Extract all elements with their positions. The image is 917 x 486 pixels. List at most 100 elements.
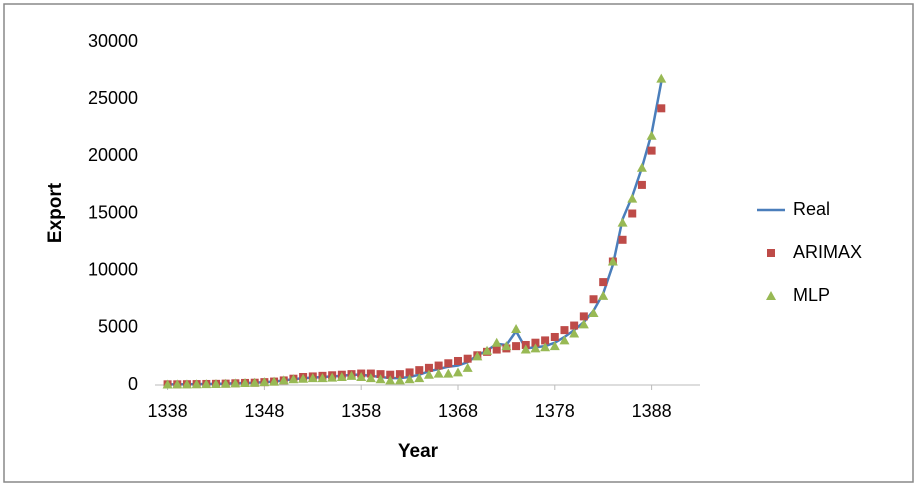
data-point [259,377,270,387]
legend-label: MLP [793,285,830,305]
data-point [307,373,318,383]
data-point [578,319,589,329]
data-point [443,368,454,378]
data-point [598,290,609,300]
data-point [385,375,396,385]
data-point [386,370,395,379]
data-point [394,375,405,385]
data-point [201,379,212,389]
data-point [511,323,522,333]
data-point [434,361,443,370]
data-point [181,379,192,389]
data-point [288,374,299,384]
data-point [375,374,386,384]
data-point [492,345,501,354]
data-point [482,345,493,355]
y-tick-label: 15000 [88,202,138,222]
series-line [167,81,663,386]
x-axis-title: Year [398,441,439,462]
data-point [415,366,424,375]
data-point [512,342,521,351]
data-point [647,146,656,155]
x-tick-label: 1338 [148,401,188,421]
legend-label: ARIMAX [793,242,862,262]
data-point [220,378,231,388]
data-point [570,321,579,330]
data-point [637,180,646,189]
y-tick-label: 10000 [88,259,138,279]
data-point [395,370,404,379]
data-point [579,312,588,321]
data-point [628,209,637,218]
data-point [327,372,338,382]
data-point [541,336,550,345]
data-point [501,341,512,351]
data-point [589,295,598,304]
data-point [405,368,414,377]
y-tick-label: 5000 [98,317,138,337]
data-point [627,193,638,203]
data-point [269,376,280,386]
legend-swatch [766,291,776,300]
y-tick-label: 30000 [88,31,138,51]
data-point [549,341,560,351]
data-point [569,328,580,338]
data-point [559,335,570,345]
data-point [491,337,502,347]
y-tick-label: 0 [128,374,138,394]
data-point [550,332,559,341]
data-point [424,363,433,372]
data-point [530,343,541,353]
data-point [191,379,202,389]
data-point [453,356,462,365]
data-point [336,371,347,381]
data-point [646,130,657,140]
data-point [588,307,599,317]
data-point [249,377,260,387]
data-point [607,256,618,266]
data-point [636,162,647,172]
data-point [365,373,376,383]
data-point [656,73,667,83]
legend-swatch [767,249,775,257]
data-point [618,235,627,244]
data-point [463,354,472,363]
data-point [423,369,434,379]
data-point [162,379,173,389]
x-tick-label: 1368 [438,401,478,421]
data-point [298,373,309,383]
data-point [540,342,551,352]
data-point [210,378,221,388]
y-tick-label: 20000 [88,145,138,165]
data-point [444,359,453,368]
data-point [356,371,367,381]
y-axis-title: Export [45,182,66,243]
data-point [404,374,415,384]
chart-frame [3,3,914,483]
data-point [462,362,473,372]
data-point [346,370,357,380]
data-point [240,378,251,388]
data-point [230,378,241,388]
data-point [317,373,328,383]
data-point [599,278,608,287]
data-point [278,375,289,385]
data-point [531,338,540,347]
data-point [472,351,483,361]
legend-label: Real [793,199,830,219]
data-point [452,367,463,377]
data-point [617,217,628,227]
data-point [376,370,385,379]
data-point [172,379,183,389]
data-point [657,104,666,113]
data-point [520,344,531,354]
x-tick-label: 1358 [341,401,381,421]
y-tick-label: 25000 [88,88,138,108]
x-tick-label: 1378 [535,401,575,421]
data-point [414,373,425,383]
data-point [560,326,569,335]
x-tick-label: 1388 [632,401,672,421]
data-point [433,368,444,378]
x-tick-label: 1348 [244,401,284,421]
